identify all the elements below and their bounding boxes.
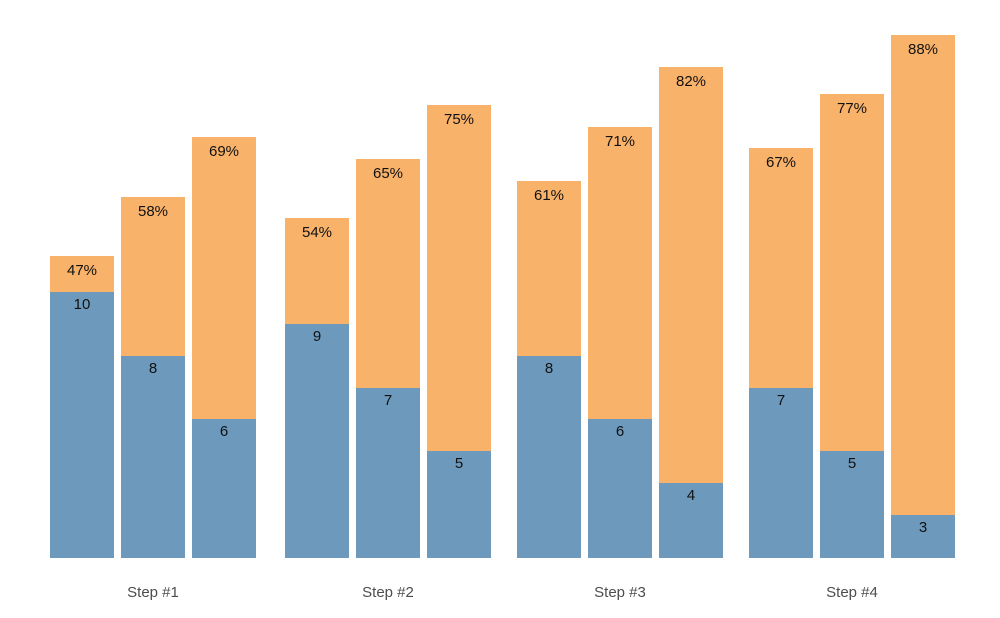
count-label: 4 [686,487,696,504]
bar-step1-1: 47% 10 [50,256,114,558]
bar-segment-bottom: 10 [50,292,114,558]
bar-step2-3: 75% 5 [427,105,491,558]
percent-label: 88% [907,41,939,58]
bar-step3-3: 82% 4 [659,67,723,558]
percent-label: 67% [765,154,797,171]
count-label: 7 [776,392,786,409]
count-label: 8 [544,360,554,377]
bar-step1-3: 69% 6 [192,137,256,558]
bar-segment-bottom: 9 [285,324,349,558]
bar-segment-bottom: 5 [427,451,491,558]
count-label: 5 [847,455,857,472]
count-label: 6 [615,423,625,440]
count-label: 8 [148,360,158,377]
count-label: 7 [383,392,393,409]
bar-segment-top: 88% [891,35,955,558]
bar-segment-bottom: 6 [588,419,652,558]
count-label: 5 [454,455,464,472]
bar-step3-2: 71% 6 [588,127,652,558]
bar-segment-top: 82% [659,67,723,558]
percent-label: 71% [604,133,636,150]
bar-segment-bottom: 8 [121,356,185,558]
bar-step4-3: 88% 3 [891,35,955,558]
bar-step4-1: 67% 7 [749,148,813,558]
x-axis-label-step3: Step #3 [594,584,646,601]
x-axis-label-step4: Step #4 [826,584,878,601]
bar-segment-bottom: 4 [659,483,723,558]
count-label: 6 [219,423,229,440]
percent-label: 58% [137,203,169,220]
percent-label: 54% [301,224,333,241]
bar-step4-2: 77% 5 [820,94,884,558]
bar-segment-bottom: 7 [749,388,813,558]
bar-step2-2: 65% 7 [356,159,420,558]
count-label: 10 [73,296,91,313]
bar-step3-1: 61% 8 [517,181,581,558]
bar-step1-2: 58% 8 [121,197,185,558]
bar-segment-bottom: 3 [891,515,955,558]
bar-segment-bottom: 6 [192,419,256,558]
bar-segment-bottom: 5 [820,451,884,558]
percent-label: 65% [372,165,404,182]
x-axis-label-step1: Step #1 [127,584,179,601]
percent-label: 47% [66,262,98,279]
percent-label: 82% [675,73,707,90]
bar-segment-bottom: 7 [356,388,420,558]
x-axis-label-step2: Step #2 [362,584,414,601]
percent-label: 75% [443,111,475,128]
bar-step2-1: 54% 9 [285,218,349,558]
percent-label: 69% [208,143,240,160]
count-label: 9 [312,328,322,345]
percent-label: 77% [836,100,868,117]
bar-segment-bottom: 8 [517,356,581,558]
percent-label: 61% [533,187,565,204]
count-label: 3 [918,519,928,536]
